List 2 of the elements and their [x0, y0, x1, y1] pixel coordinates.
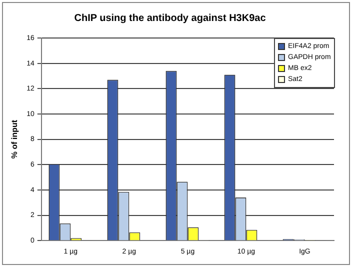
- chart-title: ChIP using the antibody against H3K9ac: [74, 12, 266, 24]
- y-axis-title: % of input: [10, 120, 20, 159]
